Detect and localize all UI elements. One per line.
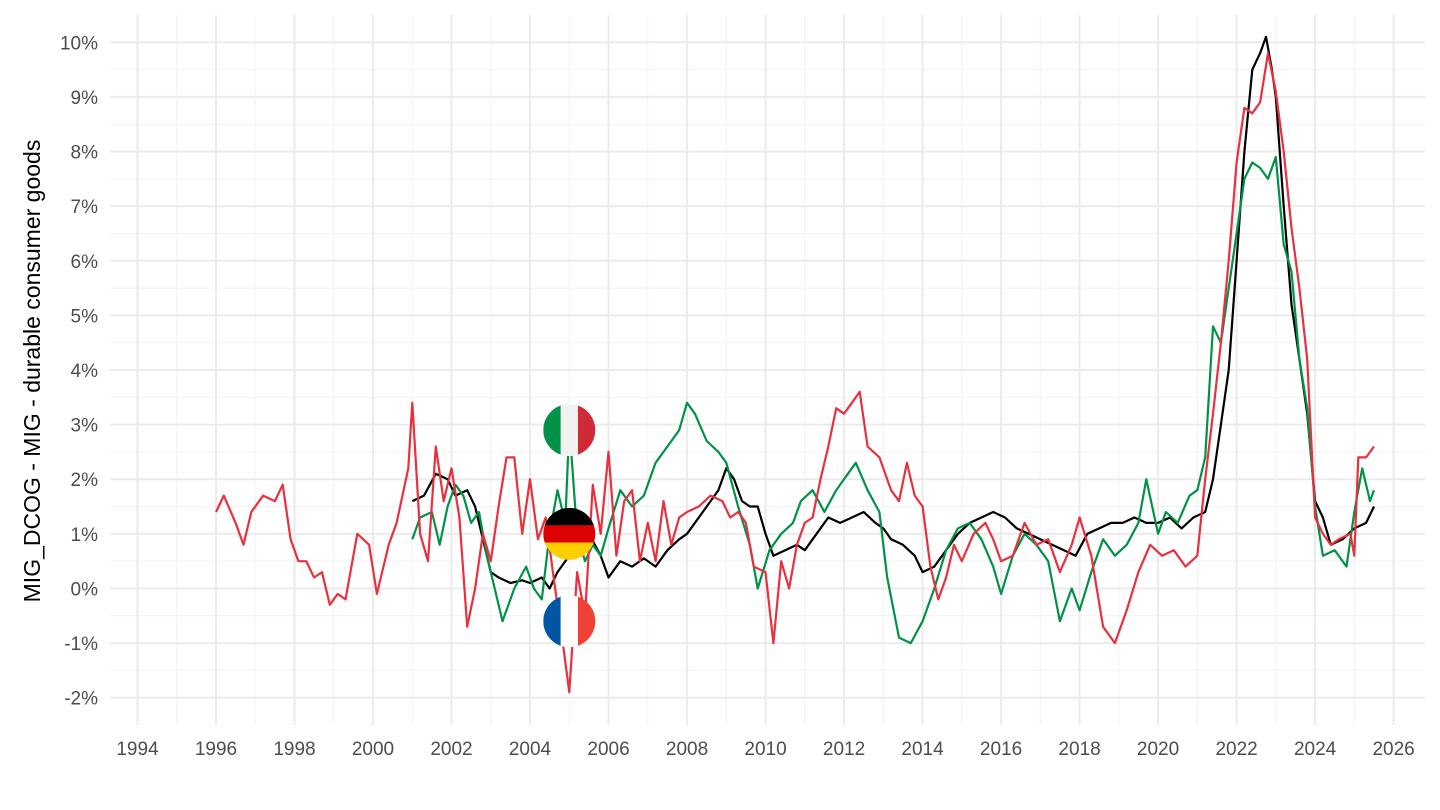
x-tick-label: 2008	[666, 739, 708, 760]
flag-italy-icon	[543, 404, 596, 457]
y-tick-label: 2%	[71, 470, 99, 491]
y-tick-label: 5%	[71, 306, 99, 327]
flag-markers	[543, 404, 596, 648]
x-tick-label: 2016	[980, 739, 1022, 760]
x-tick-label: 2018	[1058, 739, 1100, 760]
y-axis-tick-labels: 10% 9% 8% 7% 6% 5% 4% 3% 2% 1% 0% -1% -2%	[60, 33, 98, 709]
y-tick-label: 9%	[71, 88, 99, 109]
y-tick-label: -1%	[64, 634, 98, 655]
x-tick-label: 2002	[430, 739, 472, 760]
y-tick-label: 0%	[71, 579, 99, 600]
y-tick-label: 6%	[71, 252, 99, 273]
y-tick-label: 8%	[71, 143, 99, 164]
y-tick-label: -2%	[64, 689, 98, 710]
series-line-italy	[411, 155, 1376, 645]
y-tick-label: 7%	[71, 197, 99, 218]
y-axis-title: MIG_DCOG - MIG - durable consumer goods	[19, 140, 45, 603]
x-tick-label: 2026	[1372, 739, 1414, 760]
y-tick-label: 3%	[71, 416, 99, 437]
x-tick-label: 2012	[823, 739, 865, 760]
x-tick-label: 2006	[587, 739, 629, 760]
y-tick-label: 4%	[71, 361, 99, 382]
y-tick-label: 10%	[60, 33, 98, 54]
x-axis-tick-labels: 1994 1996 1998 2000 2002 2004 2006 2008 2010 2012…	[116, 739, 1414, 760]
x-tick-label: 2000	[352, 739, 394, 760]
x-tick-label: 1994	[116, 739, 159, 760]
x-tick-label: 2020	[1137, 739, 1179, 760]
x-tick-label: 1996	[195, 739, 237, 760]
x-tick-label: 2022	[1215, 739, 1257, 760]
x-tick-label: 2010	[744, 739, 786, 760]
x-tick-label: 2024	[1294, 739, 1337, 760]
y-tick-label: 1%	[71, 525, 99, 546]
x-tick-label: 2004	[509, 739, 552, 760]
series-line-euro-area	[411, 35, 1375, 590]
x-tick-label: 2014	[901, 739, 944, 760]
series-line-france	[215, 52, 1375, 694]
flag-germany-icon	[543, 507, 596, 560]
series-lines	[215, 35, 1376, 694]
flag-france-icon	[543, 595, 596, 648]
x-tick-label: 1998	[273, 739, 315, 760]
